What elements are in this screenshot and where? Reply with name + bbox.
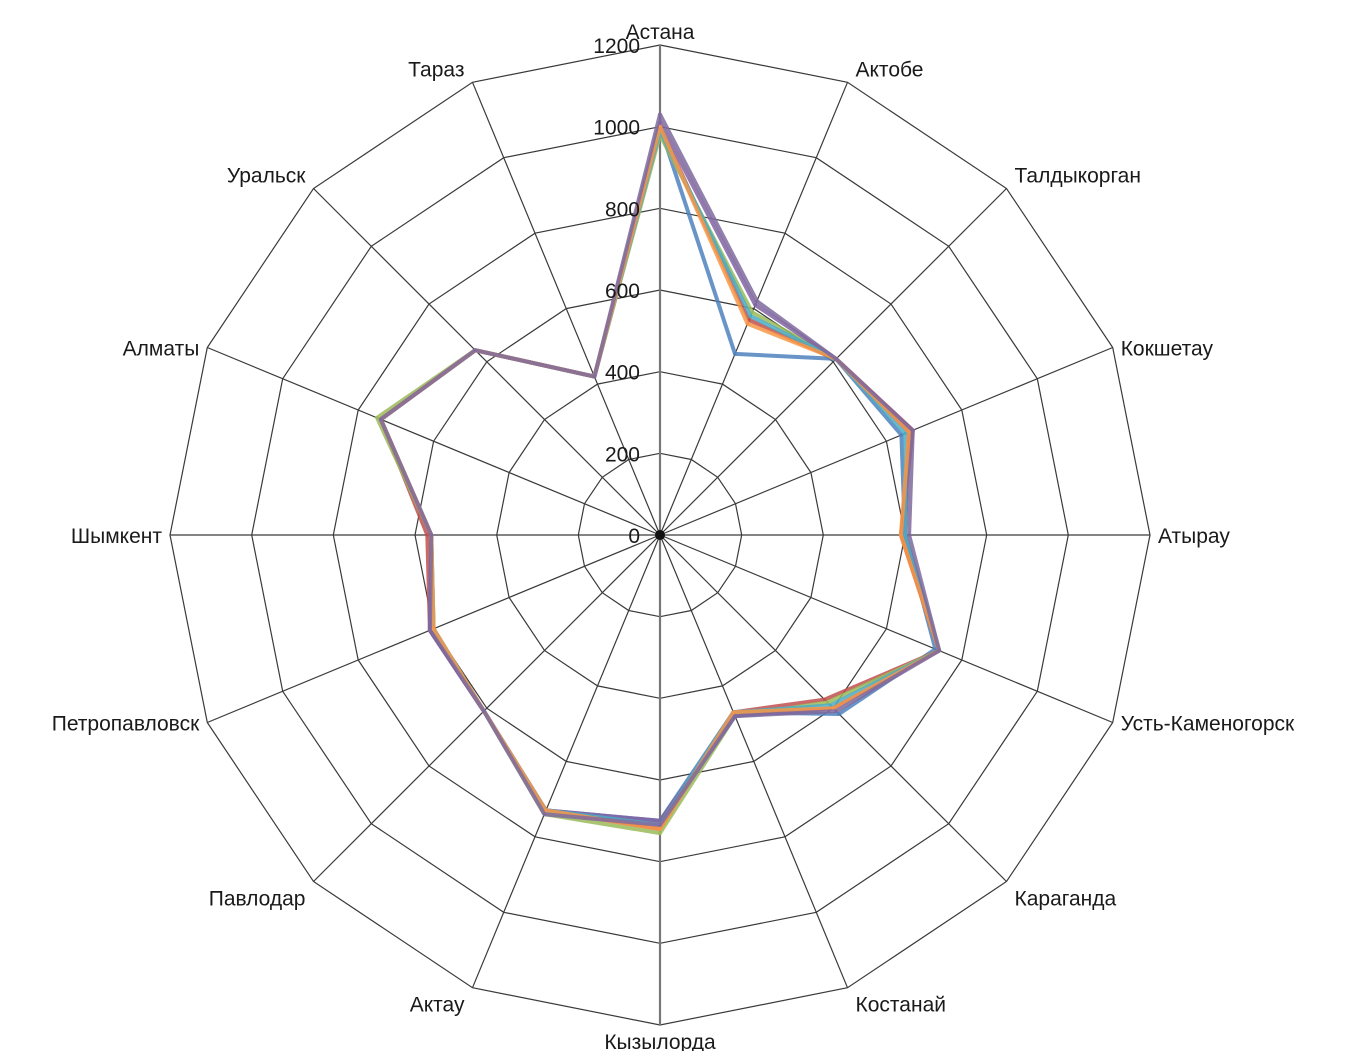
tick-label-1200: 1200	[593, 35, 640, 58]
data-point	[834, 357, 838, 361]
category-label-0: Астана	[626, 21, 695, 44]
spoke-13	[207, 346, 661, 536]
data-point	[429, 533, 433, 537]
tick-label-600: 600	[605, 280, 640, 303]
data-point	[658, 125, 662, 129]
data-point	[899, 533, 903, 537]
tick-label-0: 0	[628, 525, 640, 548]
category-label-6: Караганда	[1015, 888, 1117, 911]
spoke-10	[313, 534, 661, 882]
data-point	[733, 352, 737, 356]
data-point	[911, 428, 915, 432]
category-label-10: Павлодар	[209, 888, 306, 911]
spoke-14	[313, 188, 661, 536]
data-point	[749, 314, 753, 318]
data-point	[733, 714, 737, 718]
data-point	[750, 310, 754, 314]
data-point	[755, 299, 759, 303]
data-point	[542, 812, 547, 816]
data-point	[379, 417, 383, 421]
data-point	[482, 709, 486, 713]
category-label-8: Кызылорда	[604, 1031, 716, 1051]
category-label-3: Кокшетау	[1121, 338, 1214, 361]
category-label-13: Алматы	[123, 338, 200, 361]
data-point	[831, 706, 835, 710]
data-point	[834, 709, 838, 713]
data-point	[745, 322, 750, 326]
data-point	[828, 703, 833, 708]
spoke-15	[471, 82, 661, 536]
spoke-9	[471, 534, 661, 988]
data-point	[425, 533, 429, 537]
spoke-3	[659, 346, 1113, 536]
data-point	[658, 827, 662, 831]
data-point	[899, 433, 904, 437]
data-point	[432, 627, 436, 631]
category-label-12: Шымкент	[71, 525, 162, 548]
data-point	[544, 808, 548, 813]
data-point	[903, 533, 907, 537]
tick-label-1000: 1000	[593, 117, 640, 140]
tick-label-200: 200	[605, 443, 640, 466]
tick-labels: 0 200 400 600 800 1000 1200	[593, 35, 640, 548]
data-point	[658, 823, 662, 827]
series-line-1	[378, 124, 938, 823]
category-label-4: Атырау	[1158, 525, 1230, 548]
data-point	[903, 431, 907, 435]
data-point	[375, 416, 379, 420]
series-line-3	[375, 132, 942, 836]
spoke-1	[659, 82, 849, 536]
tick-label-800: 800	[605, 198, 640, 221]
category-label-5: Усть-Каменогорск	[1121, 713, 1295, 736]
category-label-1: Актобе	[856, 58, 924, 81]
data-point	[823, 698, 827, 702]
category-label-2: Талдыкорган	[1015, 165, 1141, 188]
data-point	[907, 533, 911, 537]
center-point	[655, 530, 665, 540]
spoke-2	[659, 188, 1007, 536]
category-label-15: Тараз	[408, 58, 464, 81]
spoke-7	[659, 534, 849, 988]
data-point	[658, 112, 662, 116]
data-point	[592, 375, 597, 379]
tick-label-400: 400	[605, 362, 640, 385]
category-label-7: Костанай	[856, 994, 946, 1017]
data-point	[731, 710, 736, 714]
data-point	[907, 430, 911, 434]
category-labels: Астана Актобе Талдыкорган Кокшетау Атырау Уст…	[52, 21, 1295, 1051]
data-point	[473, 348, 477, 352]
data-point	[658, 831, 662, 835]
data-point	[837, 712, 841, 716]
category-label-11: Петропавловск	[52, 713, 200, 736]
spoke-5	[659, 534, 1113, 724]
data-point	[428, 628, 432, 632]
data-point	[825, 700, 830, 705]
series	[375, 112, 942, 836]
category-label-9: Актау	[410, 994, 465, 1017]
data-point	[753, 303, 757, 307]
category-label-14: Уральск	[227, 165, 306, 188]
data-point	[937, 649, 941, 653]
